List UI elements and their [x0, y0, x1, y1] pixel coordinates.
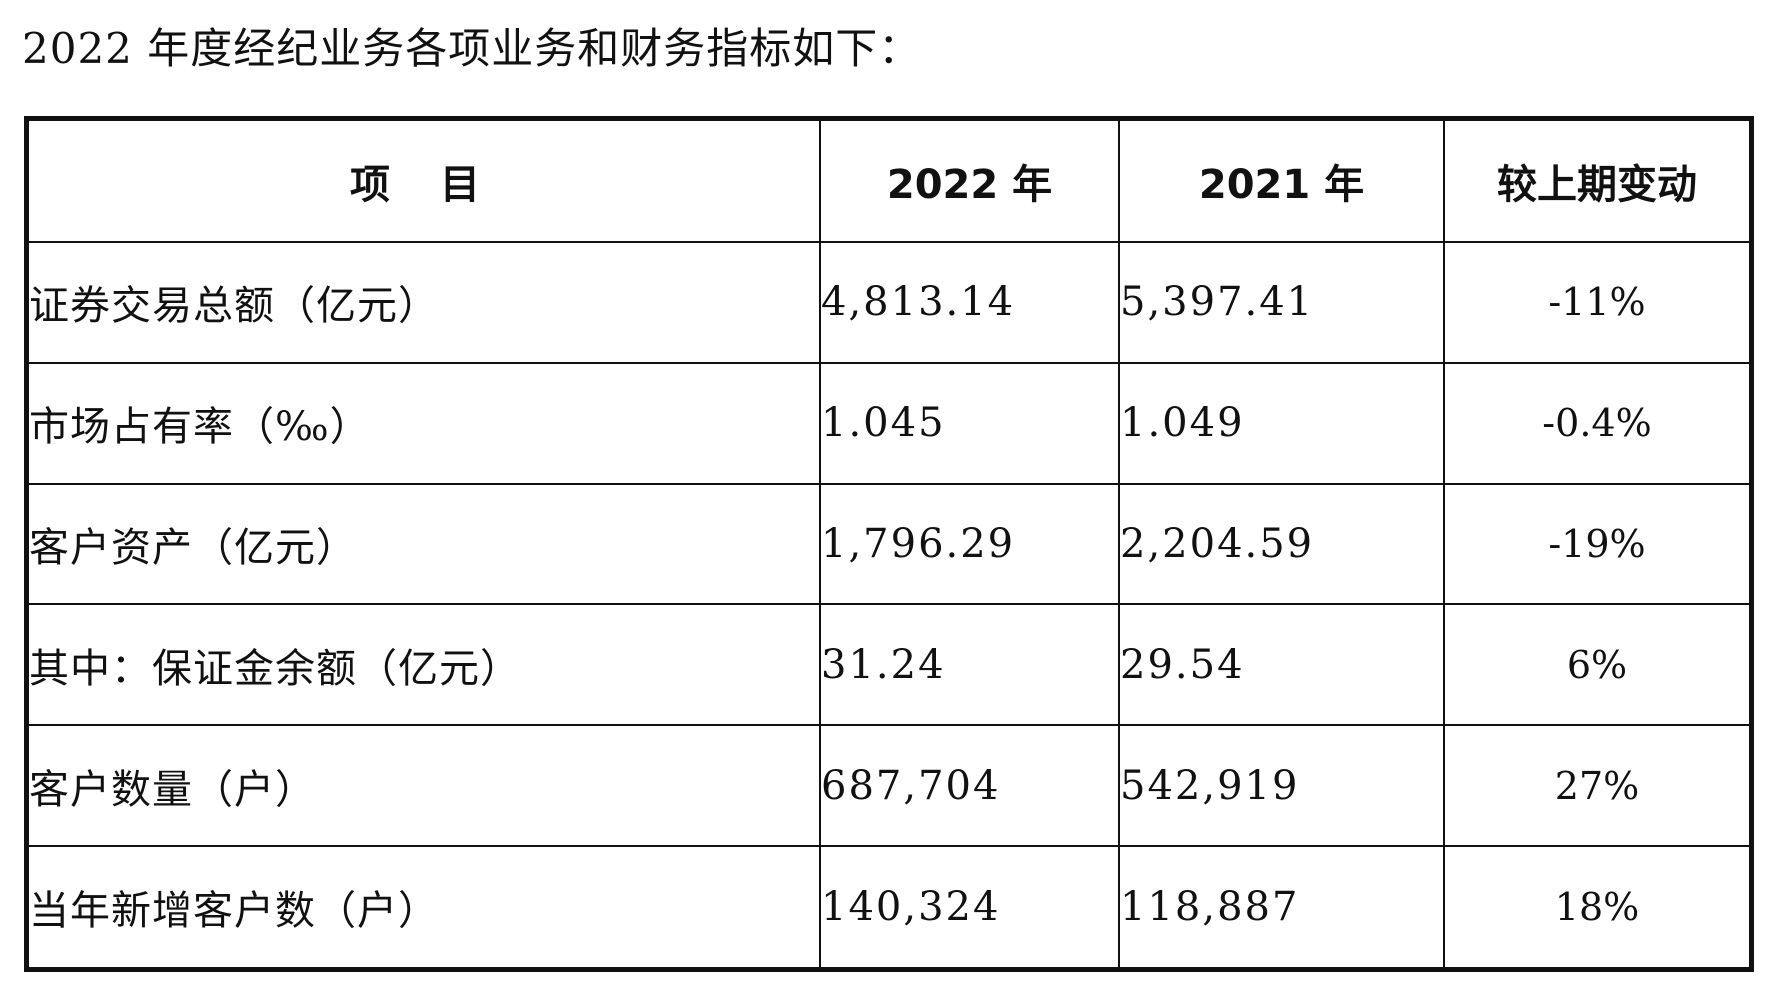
table-row: 客户资产（亿元） 1,796.29 2,204.59 -19% — [29, 482, 1749, 606]
header-item: 项 目 — [29, 121, 821, 243]
value-2022: 31.24 — [819, 603, 1120, 727]
value-2021: 2,204.59 — [1118, 482, 1445, 606]
value-change: 18% — [1443, 845, 1749, 967]
table-row: 其中：保证金余额（亿元） 31.24 29.54 6% — [29, 603, 1749, 727]
value-2022: 1.045 — [819, 361, 1120, 485]
value-change: -19% — [1443, 482, 1749, 606]
value-2021: 29.54 — [1118, 603, 1445, 727]
value-2021: 5,397.41 — [1118, 240, 1445, 364]
table-header-row: 项 目 2022 年 2021 年 较上期变动 — [29, 121, 1749, 243]
table-row: 当年新增客户数（户） 140,324 118,887 18% — [29, 845, 1749, 967]
value-2022: 687,704 — [819, 724, 1120, 848]
value-2021: 1.049 — [1118, 361, 1445, 485]
row-item-label: 当年新增客户数（户） — [29, 845, 821, 967]
row-item-label: 客户数量（户） — [29, 724, 821, 848]
value-2022: 140,324 — [819, 845, 1120, 967]
row-item-label: 客户资产（亿元） — [29, 482, 821, 606]
header-2021: 2021 年 — [1118, 121, 1445, 243]
value-2022: 4,813.14 — [819, 240, 1120, 364]
intro-text: 2022 年度经纪业务各项业务和财务指标如下： — [22, 24, 922, 73]
value-change: 6% — [1443, 603, 1749, 727]
table-row: 市场占有率（‰） 1.045 1.049 -0.4% — [29, 361, 1749, 485]
value-change: -11% — [1443, 240, 1749, 364]
value-2022: 1,796.29 — [819, 482, 1120, 606]
value-change: 27% — [1443, 724, 1749, 848]
value-change: -0.4% — [1443, 361, 1749, 485]
value-2021: 118,887 — [1118, 845, 1445, 967]
header-change: 较上期变动 — [1443, 121, 1749, 243]
row-item-label: 其中：保证金余额（亿元） — [29, 603, 821, 727]
row-item-label: 证券交易总额（亿元） — [29, 240, 821, 364]
row-item-label: 市场占有率（‰） — [29, 361, 821, 485]
table-row: 证券交易总额（亿元） 4,813.14 5,397.41 -11% — [29, 240, 1749, 364]
brokerage-metrics-table: 项 目 2022 年 2021 年 较上期变动 证券交易总额（亿元） 4,813… — [24, 116, 1754, 972]
value-2021: 542,919 — [1118, 724, 1445, 848]
header-2022: 2022 年 — [819, 121, 1120, 243]
table-row: 客户数量（户） 687,704 542,919 27% — [29, 724, 1749, 848]
